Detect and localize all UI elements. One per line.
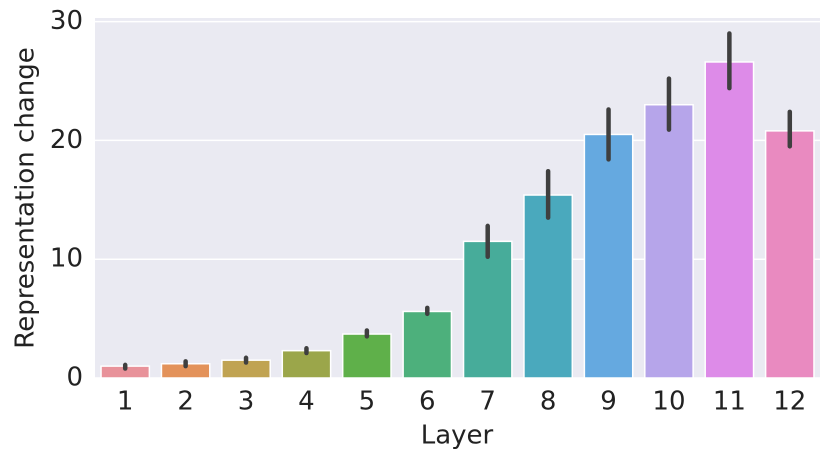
x-tick-label: 8 — [540, 387, 557, 417]
x-tick-label: 9 — [600, 387, 617, 417]
x-tick-label: 2 — [177, 387, 194, 417]
x-tick-label: 11 — [713, 387, 746, 417]
bar — [523, 194, 574, 379]
y-tick-label: 30 — [50, 6, 83, 36]
x-tick-label: 6 — [419, 387, 436, 417]
y-tick-label: 0 — [66, 363, 83, 393]
bar — [462, 240, 513, 379]
bar — [583, 133, 634, 379]
bar — [341, 333, 392, 379]
x-tick-label: 10 — [652, 387, 685, 417]
bar — [644, 103, 694, 379]
bar — [764, 130, 815, 379]
x-tick-label: 4 — [298, 387, 315, 417]
x-tick-label: 1 — [117, 387, 134, 417]
bar — [402, 310, 453, 379]
bar — [704, 61, 755, 379]
y-axis-label: Representation change — [11, 47, 41, 348]
x-tick-label: 12 — [773, 387, 806, 417]
y-tick-label: 20 — [50, 125, 83, 155]
x-tick-label: 5 — [359, 387, 376, 417]
y-tick-label: 10 — [50, 244, 83, 274]
x-axis-label: Layer — [421, 421, 494, 451]
plot-area — [95, 18, 820, 378]
x-tick-label: 3 — [238, 387, 255, 417]
x-tick-label: 7 — [479, 387, 496, 417]
